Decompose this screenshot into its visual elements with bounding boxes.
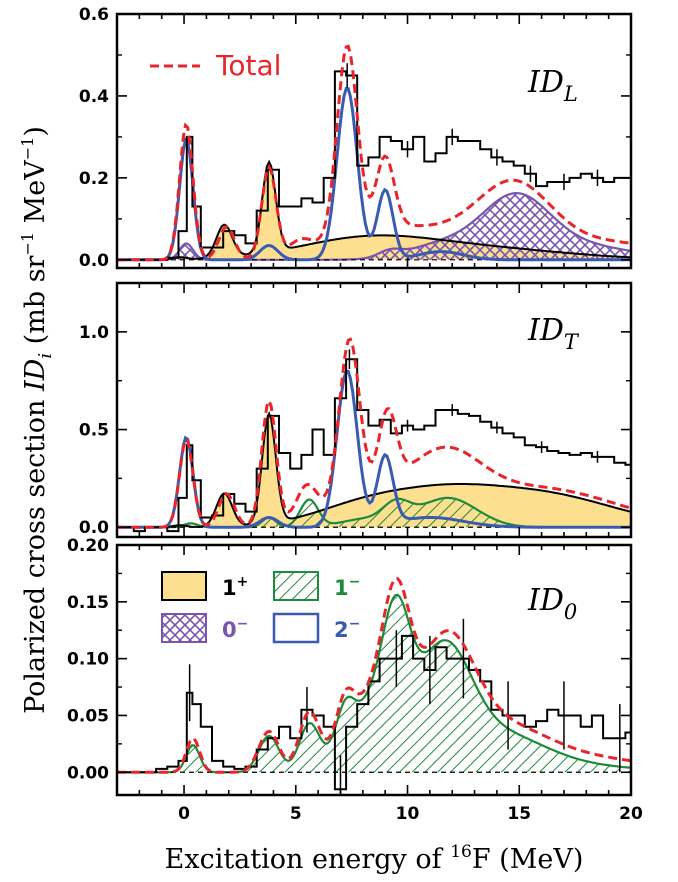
y-tick-label: 0.4	[79, 87, 109, 107]
legend-zero-minus-swatch	[161, 613, 207, 643]
y-tick-label: 0.6	[79, 5, 109, 25]
panel-id0: 0.00 0.05 0.10 0.15 0.20	[67, 536, 633, 797]
legend-total: Total	[150, 49, 281, 82]
panel-label-idt: IDT	[527, 313, 580, 354]
panel-frame	[115, 12, 633, 270]
x-axis-label: Excitation energy of 16F (MeV)	[165, 842, 584, 875]
zero-minus-curve	[117, 191, 631, 261]
legend-one-plus-swatch	[161, 571, 207, 601]
x-tick-label: 10	[396, 804, 420, 824]
legend-two-minus-label: 2−	[334, 616, 360, 642]
legend-total-label: Total	[215, 49, 281, 82]
y-tick-label: 0.05	[67, 706, 109, 726]
y-tick-label: 0.2	[79, 169, 109, 189]
legend-components: 1+ 1− 0− 2−	[161, 571, 360, 644]
experimental-histogram	[117, 634, 631, 791]
y-tick-label: 0.10	[67, 650, 109, 670]
one-plus-area	[117, 413, 631, 528]
y-tick-label: 0.20	[67, 536, 109, 556]
total-curve	[117, 44, 631, 262]
one-minus-curve	[117, 593, 631, 774]
y-tick-label: 1.0	[79, 323, 109, 343]
x-tick-label: 0	[178, 804, 190, 824]
y-tick-label: 0.0	[79, 251, 109, 271]
y-tick-label: 0.15	[67, 593, 109, 613]
y-tick-label: 0.5	[79, 421, 109, 441]
total-curve	[117, 577, 631, 774]
panel-idt: 0.0 0.5 1.0	[79, 281, 633, 539]
x-tick-label: 20	[619, 804, 643, 824]
panel-frame	[115, 543, 633, 797]
x-tick-label: 15	[507, 804, 531, 824]
panel-label-id0: ID0	[527, 583, 577, 624]
panel-idl: 0.0 0.2 0.4 0.6	[79, 5, 633, 271]
experimental-histogram	[117, 70, 631, 261]
legend-two-minus-swatch	[272, 612, 320, 644]
panel-label-idl: IDL	[527, 65, 578, 106]
zero-minus-hatch	[117, 193, 631, 260]
one-minus-hatch	[117, 594, 631, 773]
total-curve	[117, 337, 631, 529]
legend-one-minus-label: 1−	[334, 574, 360, 600]
y-tick-label: 0.0	[79, 518, 109, 538]
one-plus-curve	[117, 159, 631, 261]
x-tick-label: 5	[290, 804, 302, 824]
legend-one-plus-label: 1+	[222, 574, 248, 600]
y-axis-label: Polarized cross section IDi (mb sr−1 MeV…	[18, 126, 56, 714]
y-tick-label: 0.00	[67, 763, 109, 783]
legend-one-minus-swatch	[273, 571, 319, 601]
legend-zero-minus-label: 0−	[222, 616, 248, 642]
experimental-histogram	[117, 358, 631, 533]
x-axis-tick-labels: 0 5 10 15 20	[178, 804, 643, 824]
panel-frame	[115, 281, 633, 539]
one-plus-area	[117, 161, 631, 260]
one-minus-hatch	[117, 497, 631, 528]
